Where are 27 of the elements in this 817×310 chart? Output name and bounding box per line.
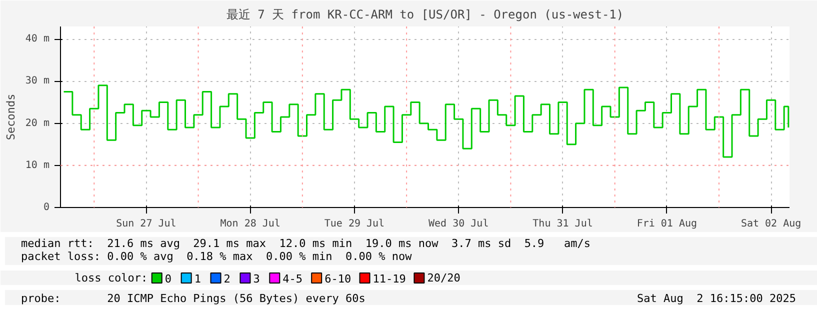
y-tick-label: 30 m	[25, 76, 50, 87]
x-tick-label: Sat 02 Aug	[740, 218, 802, 230]
x-tick-label: Thu 31 Jul	[532, 218, 593, 230]
text: Sat Aug 2 16:15:00 2025	[637, 292, 796, 305]
legend-label: 1	[194, 272, 201, 286]
legend-label: 4-5	[282, 272, 303, 286]
legend-label: 0	[164, 272, 172, 286]
y-tick-label: 0	[43, 202, 50, 213]
y-axis-title: Seconds	[4, 94, 18, 140]
text: median rtt: 21.6 ms avg 29.1 ms max 12.0 ms min 19.0 ms now 3.7 ms sd 5.9 am/s	[21, 237, 591, 250]
y-tick-label: 10 m	[25, 160, 50, 171]
text: packet loss: 0.00 % avg 0.18 % max 0.00 % min 0.00 % now	[21, 250, 413, 263]
legend-title: loss color:	[74, 272, 148, 284]
x-tick-label: Sun 27 Jul	[116, 218, 176, 230]
y-tick-label: 40 m	[25, 34, 50, 45]
x-tick-label: Fri 01 Aug	[636, 218, 698, 230]
legend-label: 6-10	[324, 272, 352, 286]
y-tick-label: 20 m	[25, 118, 50, 129]
text: probe: 20 ICMP Echo Pings (56 Bytes) every 60s	[21, 292, 366, 305]
legend-label: 11-19	[372, 272, 406, 286]
x-tick-label: Wed 30 Jul	[428, 218, 489, 230]
chart-title: 最近 7 天 from KR-CC-ARM to [US/OR] - Oregon (us-west-1)	[226, 8, 624, 22]
x-tick-label: Tue 29 Jul	[324, 218, 385, 230]
legend-label: 3	[253, 272, 260, 286]
legend-label: 20/20	[427, 272, 460, 284]
x-tick-label: Mon 28 Jul	[220, 218, 280, 230]
legend-label: 2	[224, 272, 230, 286]
